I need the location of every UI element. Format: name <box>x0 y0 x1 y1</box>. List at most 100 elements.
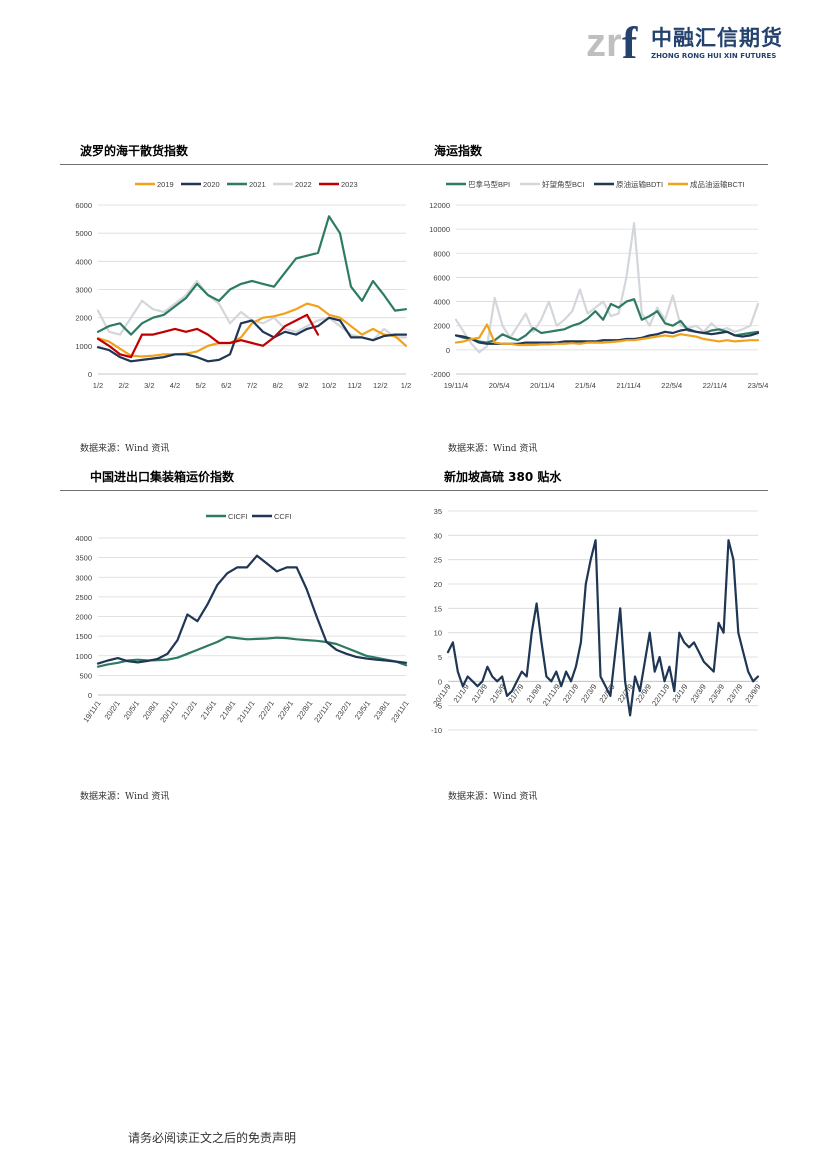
y-tick-label: 5 <box>438 653 442 662</box>
disclaimer-footer: 请务必阅读正文之后的免责声明 <box>128 1131 297 1145</box>
legend-label: 巴拿马型BPI <box>468 179 510 189</box>
series-line-2020 <box>96 316 408 363</box>
x-tick-label: 3/2 <box>144 381 154 390</box>
y-tick-label: -2000 <box>431 370 450 379</box>
x-tick-label: 22/2/1 <box>257 699 276 721</box>
x-tick-label: 23/3/9 <box>689 682 708 704</box>
fuel-source: 数据来源：Wind 资讯 <box>448 792 538 802</box>
fuel-premium-chart: -10-50510152025303520/11/921/1/921/3/921… <box>431 507 762 735</box>
x-tick-label: 10/2 <box>322 381 337 390</box>
x-tick-label: 8/2 <box>272 381 282 390</box>
y-tick-label: 0 <box>446 346 450 355</box>
y-tick-label: 2500 <box>75 593 92 602</box>
y-tick-label: 5000 <box>75 229 92 238</box>
x-tick-label: 9/2 <box>298 381 308 390</box>
x-tick-label: 21/11/1 <box>235 699 256 724</box>
x-tick-label: 20/5/4 <box>489 381 510 390</box>
series-line-premium <box>446 539 760 717</box>
y-tick-label: 1500 <box>75 632 92 641</box>
x-tick-label: 23/5/4 <box>748 381 768 390</box>
series-line-成品油运输BCTI <box>454 323 760 347</box>
x-tick-label: 22/11/4 <box>703 381 727 390</box>
y-tick-label: 15 <box>434 604 442 613</box>
y-tick-label: 4000 <box>433 298 450 307</box>
y-tick-label: 1000 <box>75 652 92 661</box>
y-tick-label: 1000 <box>75 342 92 351</box>
x-tick-label: 4/2 <box>170 381 180 390</box>
x-tick-label: 22/3/9 <box>579 682 598 704</box>
fuel-section-title: 新加坡高硫 380 贴水 <box>444 470 562 484</box>
y-tick-label: 0 <box>438 677 442 686</box>
x-tick-label: 20/2/1 <box>103 699 122 721</box>
x-tick-label: 12/2 <box>373 381 388 390</box>
x-tick-label: 23/5/9 <box>707 682 726 704</box>
y-tick-label: 3000 <box>75 286 92 295</box>
container-source: 数据来源：Wind 资讯 <box>80 792 170 802</box>
legend-label: 2020 <box>203 180 220 189</box>
y-tick-label: 4000 <box>75 534 92 543</box>
legend-label: CCFI <box>274 512 292 521</box>
x-tick-label: 7/2 <box>247 381 257 390</box>
legend-label: 2019 <box>157 180 174 189</box>
y-tick-label: 0 <box>88 691 92 700</box>
x-tick-label: 6/2 <box>221 381 231 390</box>
section-divider-middle <box>60 490 768 491</box>
x-tick-label: 20/8/1 <box>141 699 160 721</box>
legend-label: 2021 <box>249 180 266 189</box>
x-tick-label: 5/2 <box>195 381 205 390</box>
x-tick-label: 22/8/1 <box>295 699 314 721</box>
x-tick-label: 21/11/9 <box>541 682 562 707</box>
x-tick-label: 19/11/4 <box>444 381 468 390</box>
series-line-CCFI <box>96 554 408 665</box>
legend-label: 原油运输BDTI <box>616 179 663 189</box>
series-line-巴拿马型BPI <box>454 298 760 344</box>
y-tick-label: 35 <box>434 507 442 516</box>
legend-label: 成品油运输BCTI <box>690 179 745 189</box>
legend-label: 好望角型BCI <box>542 179 585 189</box>
y-tick-label: 30 <box>434 531 442 540</box>
y-tick-label: 4000 <box>75 257 92 266</box>
x-tick-label: 23/8/1 <box>372 699 391 721</box>
bdi-section-title: 波罗的海干散货指数 <box>80 144 189 158</box>
x-tick-label: 23/2/1 <box>334 699 353 721</box>
x-tick-label: 23/9/9 <box>743 682 762 704</box>
company-logo: zr f 中融汇信期货 ZHONG RONG HUI XIN FUTURES <box>586 17 786 68</box>
y-tick-label: -10 <box>431 726 442 735</box>
x-tick-label: 23/11/1 <box>389 699 410 724</box>
y-tick-label: 0 <box>88 370 92 379</box>
logo-mark-zr: zr <box>586 21 622 62</box>
y-tick-label: 6000 <box>433 273 450 282</box>
zrf-logo-icon: zr f <box>586 17 638 68</box>
x-tick-label: 22/11/9 <box>650 682 671 707</box>
x-tick-label: 2/2 <box>118 381 128 390</box>
series-line-2019 <box>96 302 408 358</box>
y-tick-label: 2000 <box>75 314 92 323</box>
y-tick-label: 20 <box>434 580 442 589</box>
y-tick-label: 10000 <box>429 225 450 234</box>
x-tick-label: 1/2 <box>401 381 411 390</box>
x-tick-label: 21/1/9 <box>452 682 471 704</box>
x-tick-label: 22/1/9 <box>561 682 580 704</box>
bdi-chart: 0 1000 2000 3000 4000 5000 6000 1/2 2/2 3/2 4/2 5/2… <box>75 180 411 390</box>
x-tick-label: 21/11/4 <box>616 381 640 390</box>
y-tick-label: 500 <box>79 671 92 680</box>
x-tick-label: 21/5/1 <box>199 699 218 721</box>
series-line-好望角型BCI <box>454 221 760 354</box>
x-tick-label: 23/5/1 <box>353 699 372 721</box>
x-tick-label: 23/7/9 <box>725 682 744 704</box>
x-tick-label: 1/2 <box>93 381 103 390</box>
shipping-index-chart: -2000 0 2000 4000 6000 8000 10000 12000 19/11/4 2… <box>429 179 768 390</box>
shipping-section-title: 海运指数 <box>434 144 483 158</box>
logo-english-name: ZHONG RONG HUI XIN FUTURES <box>651 52 777 60</box>
x-tick-label: 21/8/1 <box>218 699 237 721</box>
legend-label: CICFI <box>228 512 248 521</box>
x-tick-label: 20/11/1 <box>158 699 179 724</box>
y-tick-label: 25 <box>434 556 442 565</box>
container-section-title: 中国进出口集装箱运价指数 <box>90 470 235 484</box>
bdi-source: 数据来源：Wind 资讯 <box>80 444 170 454</box>
y-tick-label: 8000 <box>433 249 450 258</box>
y-tick-label: 2000 <box>433 322 450 331</box>
section-divider-top <box>60 164 768 165</box>
logo-chinese-name: 中融汇信期货 <box>651 26 783 50</box>
series-line-2023 <box>96 313 320 359</box>
